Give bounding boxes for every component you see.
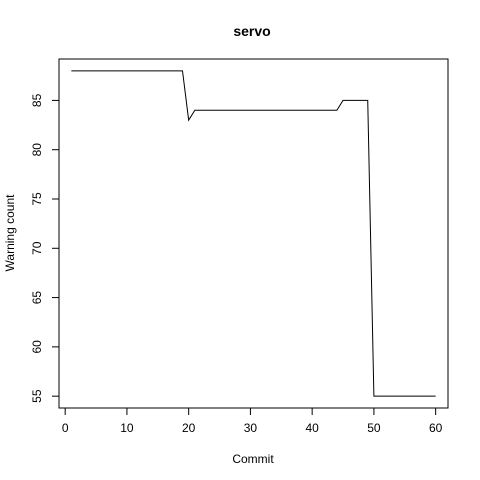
x-axis: 0 10 20 30 40 50 60: [62, 408, 443, 435]
y-tick-label: 85: [30, 93, 44, 107]
y-tick-label: 70: [30, 241, 44, 255]
x-tick-label: 40: [305, 421, 319, 435]
x-axis-label: Commit: [232, 452, 274, 466]
y-axis: 55 60 65 70 75 80 85: [30, 93, 59, 403]
x-tick-label: 10: [120, 421, 134, 435]
y-tick-label: 75: [30, 192, 44, 206]
y-tick-label: 80: [30, 143, 44, 157]
y-tick-label: 60: [30, 340, 44, 354]
plot-frame: [58, 58, 449, 409]
x-tick-label: 20: [182, 421, 196, 435]
y-tick-label: 65: [30, 291, 44, 305]
series-layer: [71, 70, 436, 397]
x-tick-label: 50: [367, 421, 381, 435]
series-line-0: [71, 70, 436, 397]
x-tick-label: 30: [244, 421, 258, 435]
x-tick-label: 60: [429, 421, 443, 435]
y-tick-label: 55: [30, 389, 44, 403]
y-axis-label: Warning count: [3, 194, 17, 272]
x-tick-label: 0: [62, 421, 69, 435]
chart-title: servo: [233, 23, 270, 39]
